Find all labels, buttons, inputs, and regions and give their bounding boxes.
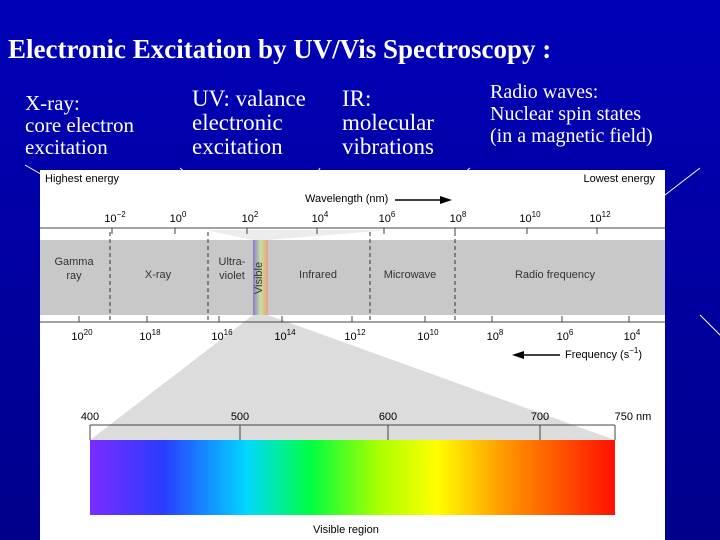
zoom-wedge: [90, 315, 615, 440]
region-label: Microwave: [384, 269, 437, 281]
lowest-energy: Lowest energy: [583, 173, 655, 185]
caption-line: IR:: [342, 86, 371, 111]
region-label: Infrared: [299, 269, 337, 281]
frequency-tick-label: 1018: [139, 328, 161, 343]
visible-band: [253, 240, 268, 315]
wavelength-tick-label: 104: [312, 210, 329, 225]
zoom-wedge-top: [205, 230, 390, 240]
wavelength-arrowhead: [440, 196, 452, 204]
visible-tick-label: 500: [231, 411, 249, 423]
caption-line: Nuclear spin states: [490, 103, 641, 125]
region-label: Gamma: [54, 256, 94, 268]
caption-line: X-ray:: [25, 91, 80, 115]
region-label: ray: [66, 270, 82, 282]
region-label: Ultra-: [219, 256, 246, 268]
region-dividers: [109, 232, 456, 322]
frequency-label: Frequency (s−1): [565, 346, 642, 361]
frequency-tick-label: 1012: [344, 328, 366, 343]
frequency-tick-label: 104: [624, 328, 641, 343]
region-label: Radio frequency: [515, 269, 596, 281]
visible-region-label: Visible region: [313, 524, 379, 536]
caption-line: molecular: [342, 110, 434, 135]
visible-tick-label: 750 nm: [615, 411, 652, 423]
frequency-tick-label: 1014: [274, 328, 296, 343]
visible-tick-label: 400: [81, 411, 99, 423]
caption-line: excitation: [192, 134, 283, 159]
wavelength-label: Wavelength (nm): [305, 193, 388, 205]
frequency-tick-label: 106: [557, 328, 574, 343]
wavelength-tick-label: 102: [242, 210, 259, 225]
region-label: Visible: [253, 262, 265, 294]
caption-line: core electron: [25, 113, 135, 137]
wavelength-tick-label: 10−2: [104, 210, 126, 225]
visible-tick-label: 600: [379, 411, 397, 423]
frequency-tick-label: 1010: [417, 328, 439, 343]
spectrum-band: [40, 240, 665, 315]
frequency-tick-label: 108: [487, 328, 504, 343]
frequency-tick-label: 1016: [211, 328, 233, 343]
wavelength-tick-label: 1010: [519, 210, 541, 225]
region-label: violet: [219, 270, 245, 282]
frequency-arrowhead: [512, 351, 524, 359]
region-label: X-ray: [145, 269, 172, 281]
wavelength-tick-label: 1012: [589, 210, 611, 225]
wavelength-tick-label: 100: [170, 210, 187, 225]
caption-line: electronic: [192, 110, 283, 135]
wavelength-tick-label: 108: [450, 210, 467, 225]
caption-line: Radio waves:: [490, 81, 598, 103]
visible-spectrum: [90, 440, 615, 515]
slide-title: Electronic Excitation by UV/Vis Spectros…: [8, 34, 551, 64]
caption-line: excitation: [25, 135, 108, 159]
highest-energy: Highest energy: [45, 173, 119, 185]
caption-line: vibrations: [342, 134, 434, 159]
wavelength-tick-label: 106: [379, 210, 396, 225]
frequency-tick-label: 1020: [71, 328, 93, 343]
visible-tick-label: 700: [531, 411, 549, 423]
caption-line: UV: valance: [192, 86, 306, 111]
caption-line: (in a magnetic field): [490, 125, 653, 147]
